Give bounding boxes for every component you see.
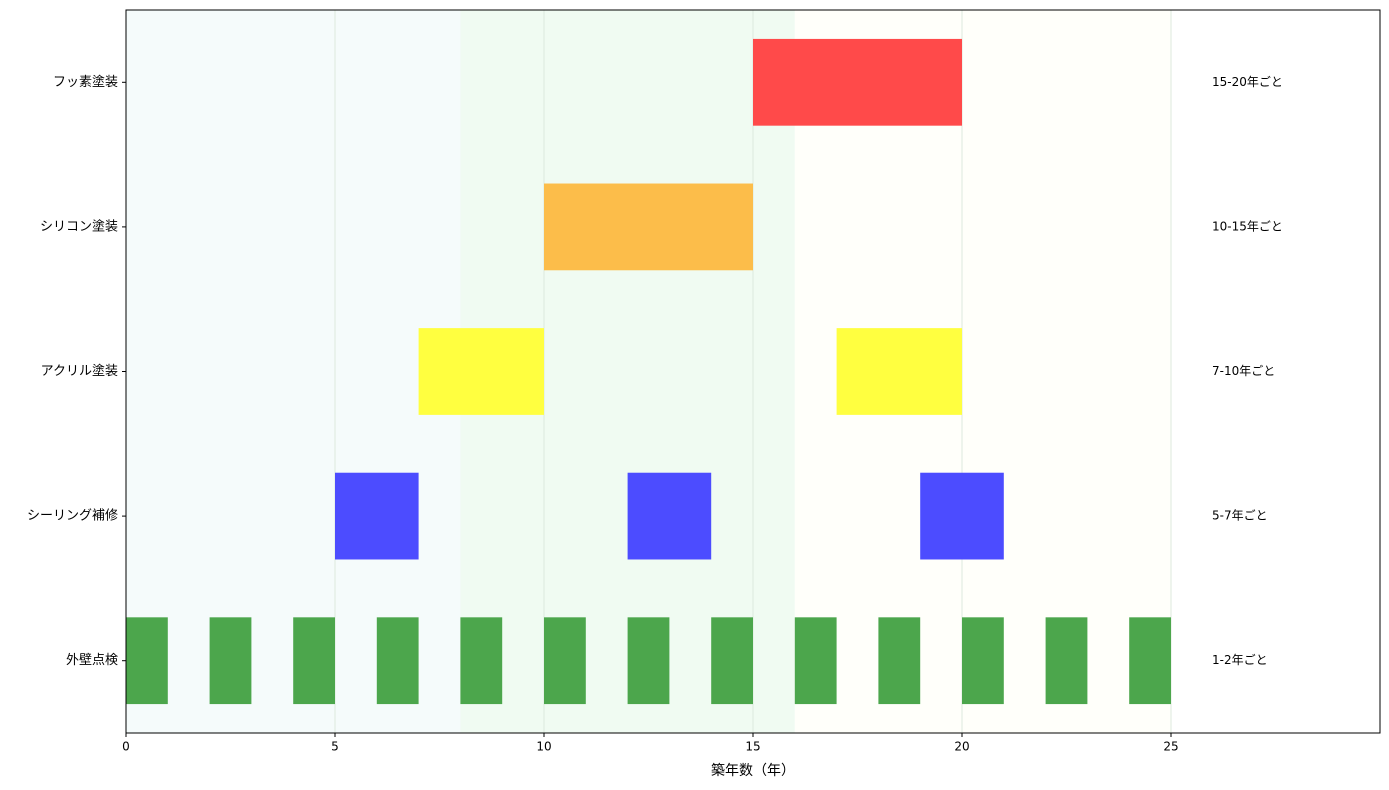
bar-segment xyxy=(335,472,419,560)
bar-segment xyxy=(627,472,712,560)
bar-segment xyxy=(293,617,335,705)
bar-segment xyxy=(376,617,419,705)
bar-segment xyxy=(460,617,503,705)
x-tick-label: 0 xyxy=(122,740,130,754)
bar-segment xyxy=(126,617,168,705)
interval-label: 7-10年ごと xyxy=(1212,363,1275,378)
bar-segment xyxy=(418,328,544,415)
bar-segment xyxy=(878,617,921,705)
x-tick-label: 25 xyxy=(1163,740,1178,754)
x-tick-label: 5 xyxy=(331,740,339,754)
x-tick-label: 15 xyxy=(745,740,760,754)
interval-label: 15-20年ごと xyxy=(1212,74,1283,89)
interval-label: 1-2年ごと xyxy=(1212,652,1268,667)
bar-segment xyxy=(544,617,586,705)
bar-segment xyxy=(753,38,962,126)
x-axis-label: 築年数（年） xyxy=(711,763,795,779)
bar-segment xyxy=(794,617,837,705)
interval-label: 10-15年ごと xyxy=(1212,218,1283,233)
y-tick-label: フッ素塗装 xyxy=(53,74,118,90)
x-tick-label: 20 xyxy=(954,740,969,754)
bar-segment xyxy=(920,472,1004,560)
bar-segment xyxy=(1045,617,1088,705)
interval-label: 5-7年ごと xyxy=(1212,508,1268,523)
bar-segment xyxy=(711,617,753,705)
y-tick-label: 外壁点検 xyxy=(66,653,118,668)
bar-segment xyxy=(627,617,670,705)
bar-segment xyxy=(209,617,252,705)
bar-segment xyxy=(544,183,753,271)
y-tick-label: シーリング補修 xyxy=(27,509,118,524)
plot-frame xyxy=(125,9,1381,734)
y-tick-label: シリコン塗装 xyxy=(40,218,118,234)
y-tick-label: アクリル塗装 xyxy=(41,363,118,379)
x-tick-label: 10 xyxy=(536,740,551,754)
background-span xyxy=(126,10,461,733)
bar-segment xyxy=(836,328,962,415)
bar-segment xyxy=(962,617,1004,705)
bar-segment xyxy=(1129,617,1171,705)
